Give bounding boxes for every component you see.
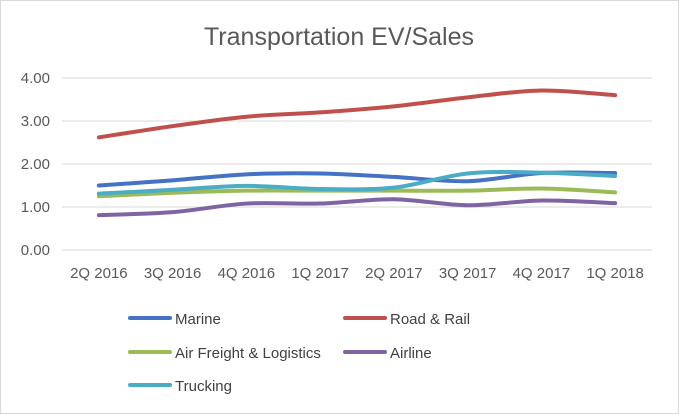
x-tick-label: 1Q 2017: [291, 265, 349, 282]
legend-label-road-rail: Road & Rail: [390, 311, 470, 328]
series-line-trucking: [96, 169, 618, 196]
y-tick-label: 4.00: [21, 70, 50, 87]
legend: Marine Road & Rail Air Freight & Logistics…: [128, 311, 470, 395]
legend-label-marine: Marine: [175, 311, 221, 328]
legend-label-trucking: Trucking: [175, 378, 232, 395]
x-tick-label: 4Q 2016: [218, 265, 276, 282]
x-tick-label: 1Q 2018: [586, 265, 644, 282]
y-tick-label: 1.00: [21, 199, 50, 216]
series-line-road-rail: [96, 88, 618, 140]
y-tick-label: 2.00: [21, 156, 50, 173]
legend-label-air-freight-logistics: Air Freight & Logistics: [175, 345, 321, 362]
legend-label-airline: Airline: [390, 345, 432, 362]
series-lines: [96, 88, 618, 218]
x-tick-label: 3Q 2016: [144, 265, 202, 282]
x-axis-ticks: 2Q 2016 3Q 2016 4Q 2016 1Q 2017 2Q 2017 3Q 20…: [70, 265, 644, 282]
chart-title: Transportation EV/Sales: [204, 23, 474, 51]
x-tick-label: 4Q 2017: [513, 265, 571, 282]
series-line-airline: [96, 197, 618, 218]
gridlines: [62, 77, 652, 251]
y-tick-label: 3.00: [21, 113, 50, 130]
y-axis-ticks: 0.00 1.00 2.00 3.00 4.00: [21, 70, 50, 259]
x-tick-label: 2Q 2016: [70, 265, 128, 282]
y-tick-label: 0.00: [21, 242, 50, 259]
x-tick-label: 2Q 2017: [365, 265, 423, 282]
x-tick-label: 3Q 2017: [439, 265, 497, 282]
